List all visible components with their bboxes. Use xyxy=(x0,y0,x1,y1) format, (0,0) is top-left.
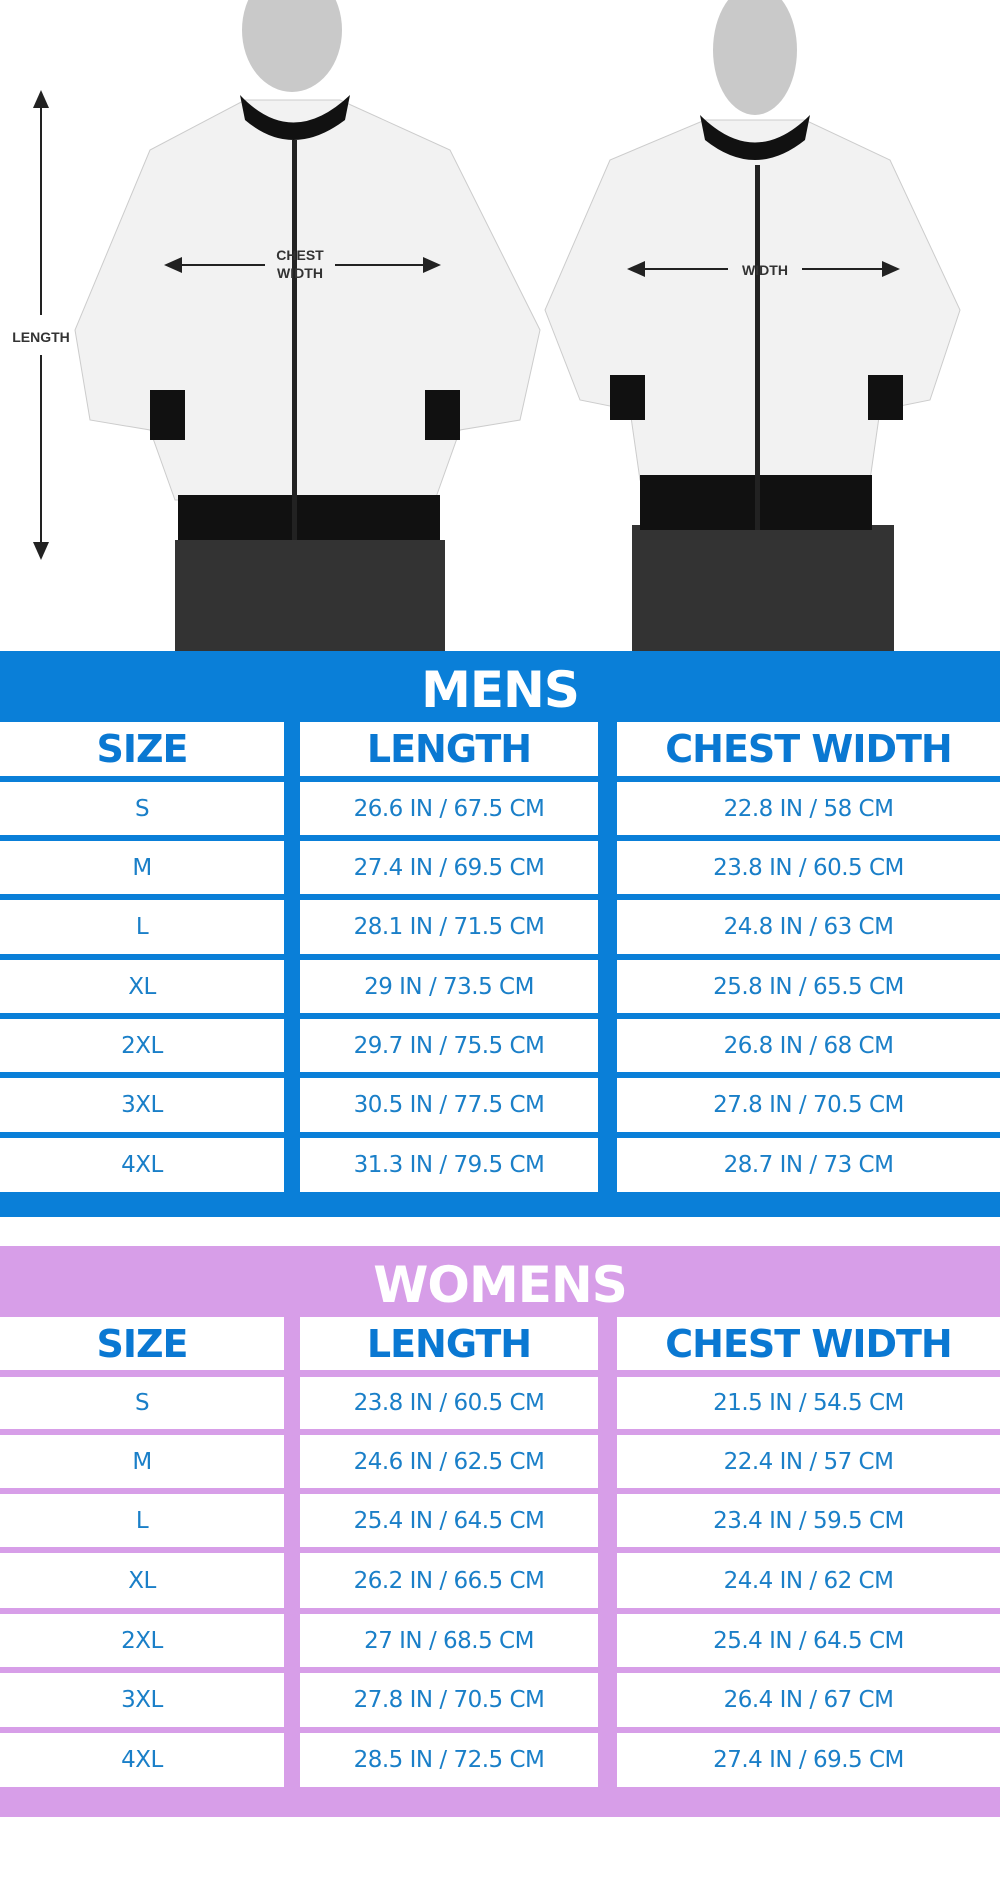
womens-cell-length: 24.6 IN / 62.5 CM xyxy=(300,1435,598,1488)
womens-title: WOMENS xyxy=(373,1256,627,1314)
womens-cell-size: S xyxy=(0,1377,284,1429)
womens-cell-length: 28.5 IN / 72.5 CM xyxy=(300,1733,598,1787)
mens-cell-size: S xyxy=(0,782,284,835)
womens-cell-size: 3XL xyxy=(0,1673,284,1727)
header-size: SIZE xyxy=(0,722,284,776)
mens-cell-chest-width: 27.8 IN / 70.5 CM xyxy=(617,1078,1000,1132)
mens-cell-size: M xyxy=(0,841,284,894)
mens-cell-size: 2XL xyxy=(0,1019,284,1072)
mens-cell-chest-width: 26.8 IN / 68 CM xyxy=(617,1019,1000,1072)
mens-cell-size: 4XL xyxy=(0,1138,284,1192)
mens-cell-size: XL xyxy=(0,960,284,1013)
womens-cell-length: 26.2 IN / 66.5 CM xyxy=(300,1553,598,1608)
jacket-measurement-diagram: LENGTH CHEST WIDTH WIDTH xyxy=(12,0,961,651)
womens-cell-size: 2XL xyxy=(0,1614,284,1667)
womens-cell-length: 27 IN / 68.5 CM xyxy=(300,1614,598,1667)
mens-cell-chest-width: 28.7 IN / 73 CM xyxy=(617,1138,1000,1192)
mens-cell-length: 29 IN / 73.5 CM xyxy=(300,960,598,1013)
width-label: WIDTH xyxy=(277,265,323,281)
mens-cell-length: 29.7 IN / 75.5 CM xyxy=(300,1019,598,1072)
chest-label: CHEST xyxy=(276,247,324,263)
mens-cell-chest-width: 25.8 IN / 65.5 CM xyxy=(617,960,1000,1013)
womens-cell-chest-width: 26.4 IN / 67 CM xyxy=(617,1673,1000,1727)
womens-cell-chest-width: 21.5 IN / 54.5 CM xyxy=(617,1377,1000,1429)
womens-jacket-figure xyxy=(544,0,961,651)
header-chest-width: CHEST WIDTH xyxy=(617,1317,1000,1370)
length-arrow: LENGTH xyxy=(12,90,70,560)
womens-cell-chest-width: 22.4 IN / 57 CM xyxy=(617,1435,1000,1488)
mens-cell-length: 31.3 IN / 79.5 CM xyxy=(300,1138,598,1192)
mens-title: MENS xyxy=(421,661,580,719)
length-label: LENGTH xyxy=(12,329,70,345)
mens-cell-chest-width: 22.8 IN / 58 CM xyxy=(617,782,1000,835)
header-length: LENGTH xyxy=(300,1317,598,1370)
womens-cell-size: 4XL xyxy=(0,1733,284,1787)
womens-cell-size: XL xyxy=(0,1553,284,1608)
mens-cell-length: 28.1 IN / 71.5 CM xyxy=(300,900,598,954)
mens-cell-chest-width: 23.8 IN / 60.5 CM xyxy=(617,841,1000,894)
womens-cell-size: M xyxy=(0,1435,284,1488)
womens-cell-length: 23.8 IN / 60.5 CM xyxy=(300,1377,598,1429)
mens-cell-size: 3XL xyxy=(0,1078,284,1132)
womens-cell-length: 25.4 IN / 64.5 CM xyxy=(300,1494,598,1547)
mens-cell-length: 30.5 IN / 77.5 CM xyxy=(300,1078,598,1132)
womens-cell-chest-width: 23.4 IN / 59.5 CM xyxy=(617,1494,1000,1547)
chest-width-arrow: CHEST WIDTH xyxy=(164,247,441,281)
womens-width-arrow: WIDTH xyxy=(627,261,900,278)
mens-cell-length: 27.4 IN / 69.5 CM xyxy=(300,841,598,894)
mens-cell-chest-width: 24.8 IN / 63 CM xyxy=(617,900,1000,954)
mens-jacket-figure xyxy=(74,0,541,651)
header-chest-width: CHEST WIDTH xyxy=(617,722,1000,776)
womens-cell-chest-width: 27.4 IN / 69.5 CM xyxy=(617,1733,1000,1787)
header-length: LENGTH xyxy=(300,722,598,776)
womens-cell-length: 27.8 IN / 70.5 CM xyxy=(300,1673,598,1727)
mens-cell-length: 26.6 IN / 67.5 CM xyxy=(300,782,598,835)
womens-cell-chest-width: 25.4 IN / 64.5 CM xyxy=(617,1614,1000,1667)
womens-width-label: WIDTH xyxy=(742,262,788,278)
womens-cell-size: L xyxy=(0,1494,284,1547)
header-size: SIZE xyxy=(0,1317,284,1370)
womens-cell-chest-width: 24.4 IN / 62 CM xyxy=(617,1553,1000,1608)
mens-cell-size: L xyxy=(0,900,284,954)
